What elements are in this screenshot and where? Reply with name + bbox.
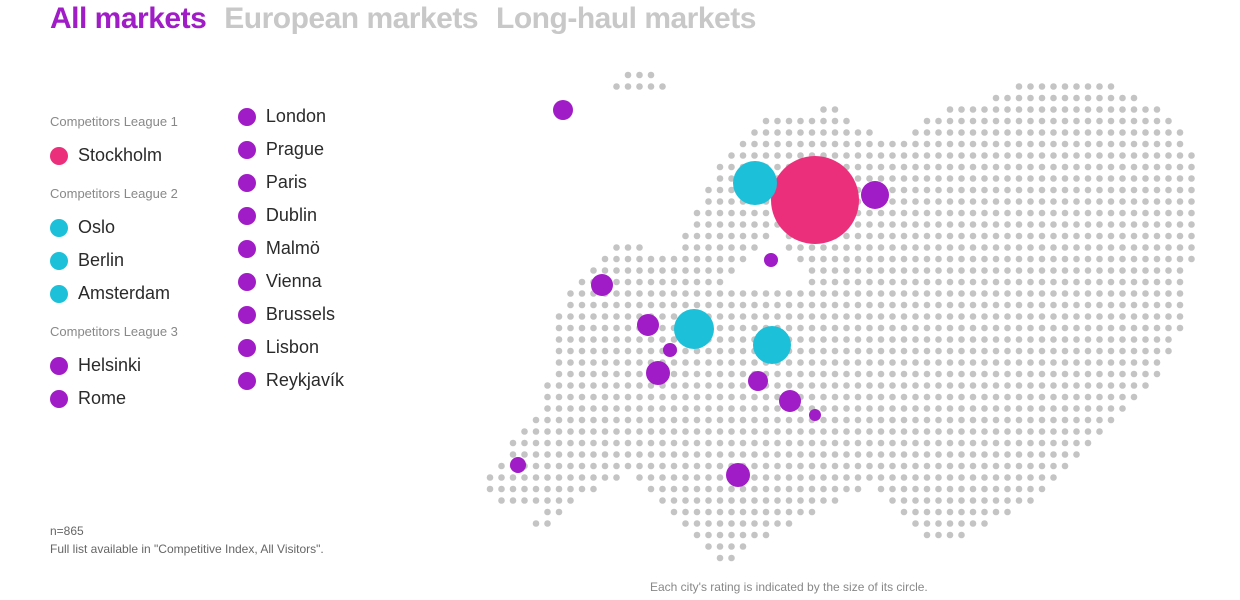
- legend-dot-icon: [50, 390, 68, 408]
- legend-dot-icon: [238, 108, 256, 126]
- city-bubble[interactable]: [733, 161, 777, 205]
- legend-city-label: Dublin: [266, 205, 317, 226]
- legend-dot-icon: [238, 174, 256, 192]
- legend-city-label: Stockholm: [78, 145, 162, 166]
- legend-item[interactable]: London: [238, 106, 344, 127]
- legend-dot-icon: [238, 339, 256, 357]
- legend-city-label: Amsterdam: [78, 283, 170, 304]
- legend-city-label: Prague: [266, 139, 324, 160]
- legend-dot-icon: [238, 240, 256, 258]
- legend-dot-icon: [238, 207, 256, 225]
- city-bubble[interactable]: [764, 253, 778, 267]
- city-bubble[interactable]: [553, 100, 573, 120]
- legend-city-label: Oslo: [78, 217, 115, 238]
- legend-item[interactable]: Brussels: [238, 304, 344, 325]
- city-bubble[interactable]: [726, 463, 750, 487]
- city-bubble[interactable]: [809, 409, 821, 421]
- legend-city-label: Vienna: [266, 271, 322, 292]
- city-bubble[interactable]: [771, 156, 859, 244]
- legend-dot-icon: [50, 357, 68, 375]
- legend-item[interactable]: Amsterdam: [50, 283, 178, 304]
- legend-item[interactable]: Vienna: [238, 271, 344, 292]
- city-bubble[interactable]: [591, 274, 613, 296]
- legend-city-label: Malmö: [266, 238, 320, 259]
- legend-item[interactable]: Oslo: [50, 217, 178, 238]
- legend-item[interactable]: Lisbon: [238, 337, 344, 358]
- league-label: Competitors League 2: [50, 186, 178, 201]
- legend-item[interactable]: Rome: [50, 388, 178, 409]
- footnotes: n=865 Full list available in "Competitiv…: [50, 520, 324, 560]
- city-bubble[interactable]: [748, 371, 768, 391]
- legend-city-label: London: [266, 106, 326, 127]
- city-bubble[interactable]: [646, 361, 670, 385]
- legend-dot-icon: [50, 147, 68, 165]
- legend-city-label: Berlin: [78, 250, 124, 271]
- legend-city-label: Rome: [78, 388, 126, 409]
- tab-all[interactable]: All markets: [50, 2, 206, 36]
- league-label: Competitors League 3: [50, 324, 178, 339]
- legend-city-label: Paris: [266, 172, 307, 193]
- legend-dot-icon: [238, 273, 256, 291]
- legend-item[interactable]: Prague: [238, 139, 344, 160]
- city-bubble[interactable]: [779, 390, 801, 412]
- legend-dot-icon: [238, 372, 256, 390]
- legend-item[interactable]: Dublin: [238, 205, 344, 226]
- legend-item[interactable]: Paris: [238, 172, 344, 193]
- legend-item[interactable]: Stockholm: [50, 145, 178, 166]
- league-label: Competitors League 1: [50, 114, 178, 129]
- legend: Competitors League 1 Stockholm Competitors…: [50, 100, 344, 415]
- legend-dot-icon: [50, 219, 68, 237]
- city-bubble[interactable]: [861, 181, 889, 209]
- legend-item[interactable]: Berlin: [50, 250, 178, 271]
- tab-long[interactable]: Long-haul markets: [496, 2, 756, 36]
- market-tabs: All markets European markets Long-haul mar…: [50, 2, 756, 36]
- map-caption: Each city's rating is indicated by the s…: [650, 580, 928, 594]
- legend-dot-icon: [50, 252, 68, 270]
- legend-city-label: Lisbon: [266, 337, 319, 358]
- legend-city-label: Brussels: [266, 304, 335, 325]
- city-bubble[interactable]: [663, 343, 677, 357]
- tab-euro[interactable]: European markets: [224, 2, 478, 36]
- legend-dot-icon: [50, 285, 68, 303]
- legend-item[interactable]: Helsinki: [50, 355, 178, 376]
- sample-size: n=865: [50, 524, 324, 538]
- map-dot-grid: [487, 72, 1195, 562]
- legend-item[interactable]: Reykjavík: [238, 370, 344, 391]
- city-bubble[interactable]: [674, 309, 714, 349]
- city-bubble[interactable]: [510, 457, 526, 473]
- legend-item[interactable]: Malmö: [238, 238, 344, 259]
- city-bubble[interactable]: [753, 326, 791, 364]
- full-list-note: Full list available in "Competitive Inde…: [50, 542, 324, 556]
- legend-city-label: Reykjavík: [266, 370, 344, 391]
- legend-dot-icon: [238, 306, 256, 324]
- city-bubble[interactable]: [637, 314, 659, 336]
- legend-dot-icon: [238, 141, 256, 159]
- europe-map: [470, 55, 1230, 575]
- legend-city-label: Helsinki: [78, 355, 141, 376]
